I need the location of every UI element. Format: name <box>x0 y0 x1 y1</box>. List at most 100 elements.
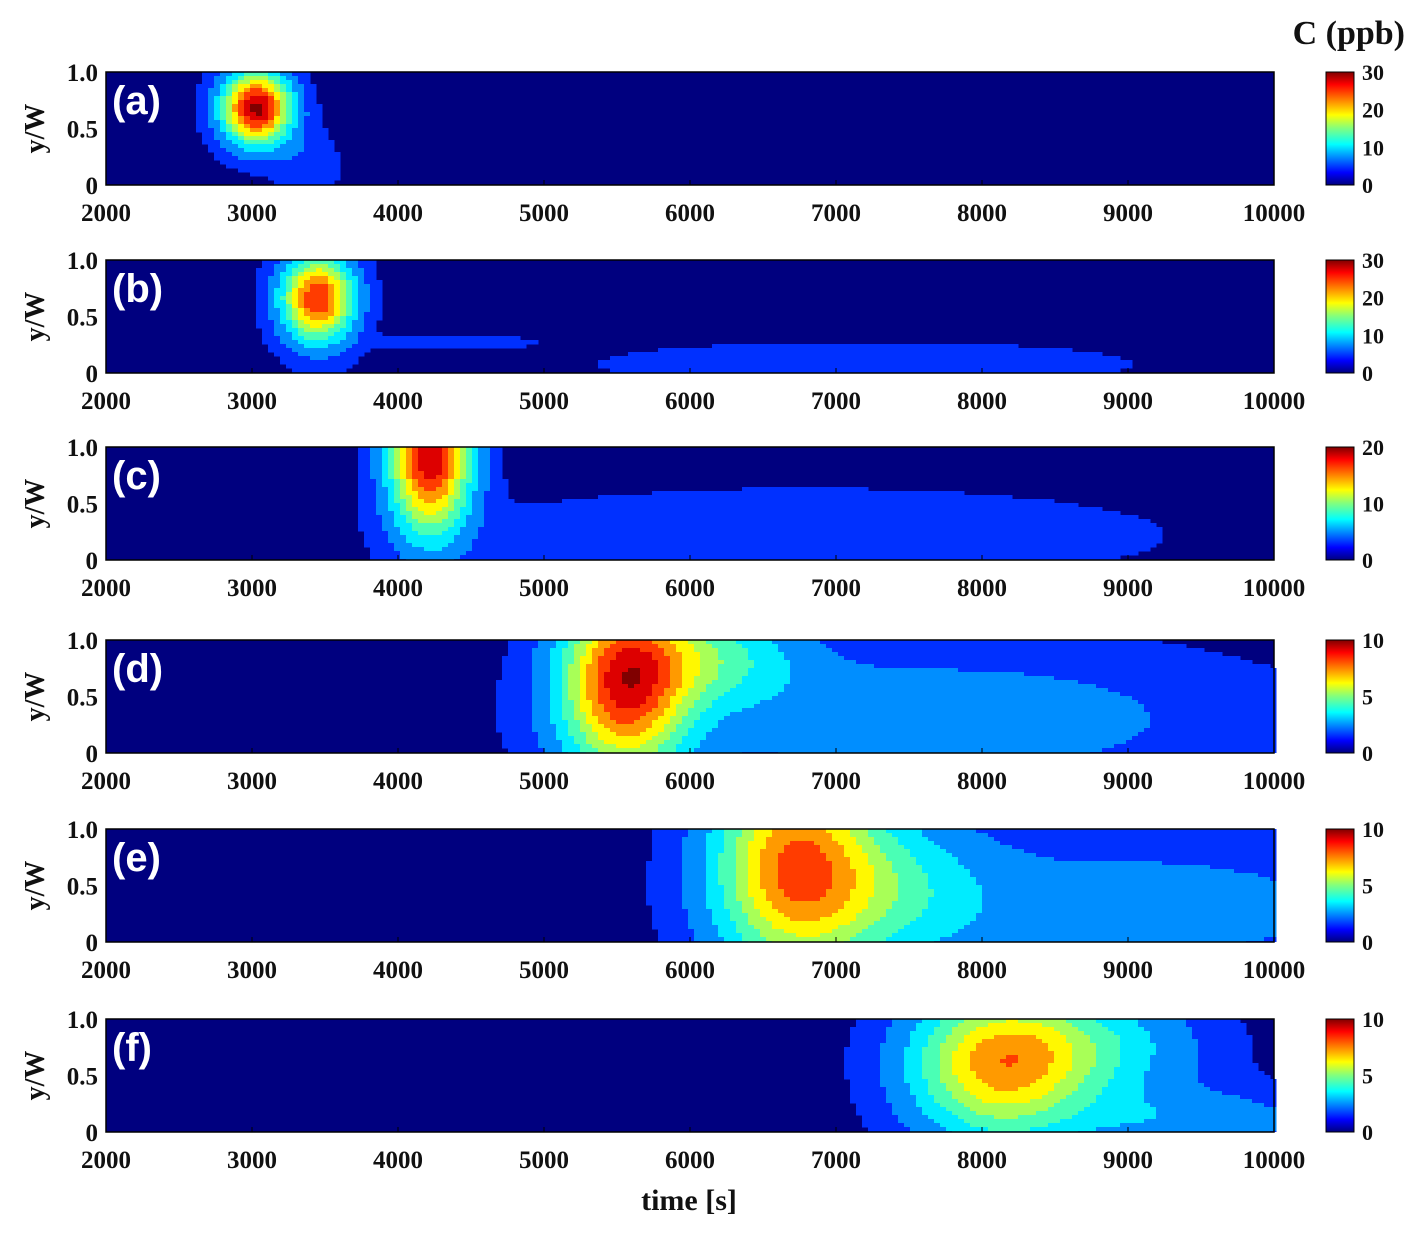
contour-cell <box>310 100 317 105</box>
contour-cell <box>460 551 467 556</box>
contour-cell <box>328 272 335 277</box>
contour-cell <box>862 527 869 532</box>
contour-cell <box>874 344 881 349</box>
contour-cell <box>298 272 305 277</box>
contour-cell <box>826 507 833 512</box>
panel-label: (a) <box>112 79 161 123</box>
colorbar <box>1325 259 1355 374</box>
contour-cell <box>790 503 797 508</box>
contour-cell <box>1042 356 1049 361</box>
contour-cell <box>394 535 401 540</box>
contour-cell <box>604 740 611 745</box>
contour-cell <box>664 535 671 540</box>
contour-cell <box>562 676 569 681</box>
contour-cell <box>1030 555 1037 560</box>
contour-cell <box>376 471 383 476</box>
contour-cell <box>388 507 395 512</box>
contour-cell <box>484 547 491 552</box>
contour-cell <box>1006 535 1013 540</box>
contour-cell <box>844 523 851 528</box>
contour-cell <box>454 531 461 536</box>
contour-cell <box>334 300 341 305</box>
contour-cell <box>286 300 293 305</box>
contour-cell <box>712 543 719 548</box>
contour-cell <box>250 136 257 141</box>
contour-cell <box>1078 535 1085 540</box>
concentration-field <box>496 640 1277 753</box>
contour-cell <box>532 519 539 524</box>
contour-cell <box>676 523 683 528</box>
contour-cell <box>982 527 989 532</box>
contour-cell <box>712 364 719 369</box>
contour-cell <box>424 527 431 532</box>
contour-cell <box>652 356 659 361</box>
contour-cell <box>694 507 701 512</box>
contour-cell <box>298 160 305 165</box>
contour-cell <box>280 268 287 273</box>
contour-cell <box>544 547 551 552</box>
contour-cell <box>328 352 335 357</box>
contour-cell <box>610 539 617 544</box>
contour-cell <box>526 511 533 516</box>
contour-cell <box>598 716 605 721</box>
contour-cell <box>358 276 365 281</box>
contour-cell <box>694 531 701 536</box>
contour-cell <box>742 491 749 496</box>
contour-cell <box>208 144 215 149</box>
contour-cell <box>376 300 383 305</box>
contour-cell <box>1084 352 1091 357</box>
contour-cell <box>382 535 389 540</box>
contour-cell <box>412 555 419 560</box>
contour-cell <box>934 515 941 520</box>
contour-cell <box>844 507 851 512</box>
contour-cell <box>496 712 503 717</box>
contour-cell <box>298 292 305 297</box>
contour-cell <box>730 503 737 508</box>
contour-cell <box>910 515 917 520</box>
contour-cell <box>1102 511 1109 516</box>
contour-cell <box>370 507 377 512</box>
contour-cell <box>370 535 377 540</box>
contour-cell <box>952 507 959 512</box>
contour-cell <box>742 503 749 508</box>
contour-cell <box>238 120 245 125</box>
contour-cell <box>640 360 647 365</box>
contour-cell <box>328 320 335 325</box>
contour-cell <box>784 495 791 500</box>
contour-cell <box>286 136 293 141</box>
contour-cell <box>664 519 671 524</box>
contour-cell <box>982 523 989 528</box>
contour-cell <box>772 555 779 560</box>
contour-cell <box>640 551 647 556</box>
contour-cell <box>478 487 485 492</box>
contour-cell <box>982 511 989 516</box>
contour-cell <box>946 511 953 516</box>
contour-cell <box>238 112 245 117</box>
contour-cell <box>1096 356 1103 361</box>
contour-cell <box>994 352 1001 357</box>
contour-cell <box>382 531 389 536</box>
contour-cell <box>484 483 491 488</box>
contour-cell <box>526 531 533 536</box>
contour-cell <box>640 352 647 357</box>
contour-cell <box>208 132 215 137</box>
contour-cell <box>946 523 953 528</box>
contour-cell <box>1006 503 1013 508</box>
contour-cell <box>412 515 419 520</box>
contour-cell <box>1030 547 1037 552</box>
contour-cell <box>520 732 527 737</box>
contour-cell <box>622 732 629 737</box>
contour-cell <box>742 547 749 552</box>
contour-cell <box>610 499 617 504</box>
contour-cell <box>484 555 491 560</box>
contour-cell <box>790 547 797 552</box>
contour-cell <box>814 511 821 516</box>
contour-cell <box>556 523 563 528</box>
contour-cell <box>898 527 905 532</box>
contour-cell <box>244 124 251 129</box>
contour-cell <box>1018 364 1025 369</box>
contour-cell <box>262 152 269 157</box>
contour-cell <box>1084 360 1091 365</box>
contour-cell <box>412 344 419 349</box>
